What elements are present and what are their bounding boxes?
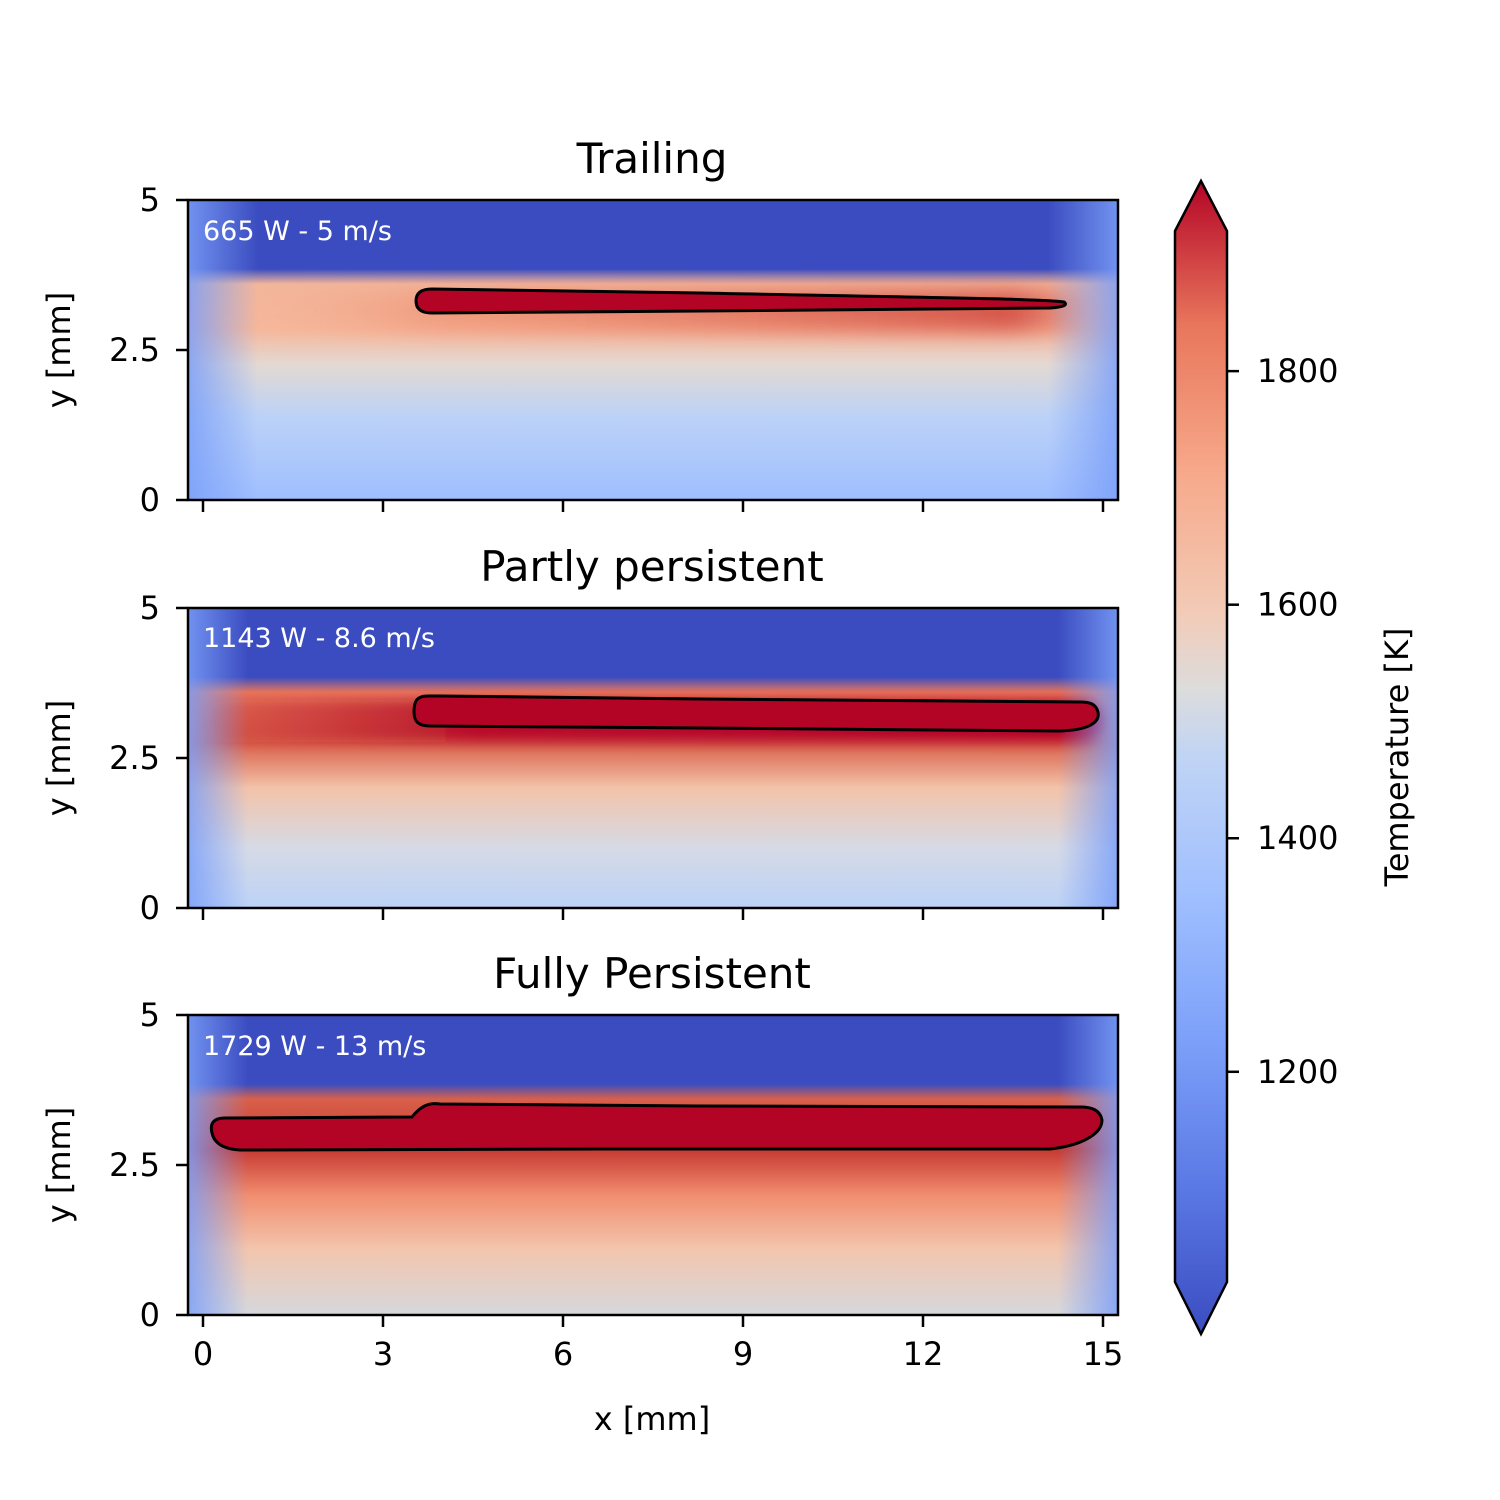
panel-title: Partly persistent xyxy=(480,542,823,591)
colorbar-tick-label: 1200 xyxy=(1257,1053,1338,1091)
colorbar-ticks: 1200 1400 1600 1800 xyxy=(1227,352,1338,1091)
colorbar-bar xyxy=(1173,178,1229,1337)
x-axis: 0 3 6 9 12 15 xyxy=(193,1315,1124,1373)
colorbar-label: Temperature [K] xyxy=(1378,628,1416,888)
y-tick-label: 5 xyxy=(140,181,160,219)
melt-pool-contour xyxy=(414,287,1067,315)
y-axis: 02.55 xyxy=(109,181,188,519)
panel-fully-persistent: Fully Persistent 1729 W - 13 m/s 02.55 0… xyxy=(40,949,1123,1373)
y-tick-label: 0 xyxy=(140,889,160,927)
melt-pool-contour xyxy=(412,694,1100,733)
x-tick-label: 6 xyxy=(553,1335,573,1373)
temperature-field xyxy=(188,1015,1118,1315)
y-axis: 02.55 xyxy=(109,589,188,927)
x-tick-label: 3 xyxy=(373,1335,393,1373)
y-tick-label: 2.5 xyxy=(109,739,160,777)
y-tick-label: 2.5 xyxy=(109,1146,160,1184)
colorbar: 1200 1400 1600 1800 Temperature [K] xyxy=(1173,178,1416,1337)
y-tick-label: 0 xyxy=(140,481,160,519)
y-tick-label: 2.5 xyxy=(109,331,160,369)
x-axis xyxy=(201,908,1105,920)
x-tick-label: 9 xyxy=(733,1335,753,1373)
y-tick-label: 5 xyxy=(140,589,160,627)
x-axis-label: x [mm] xyxy=(594,1400,710,1438)
panel-partly-persistent: Partly persistent 1143 W - 8.6 m/s 02.55… xyxy=(40,542,1120,927)
x-axis xyxy=(201,500,1105,512)
y-axis-label: y [mm] xyxy=(40,1107,78,1223)
x-tick-label: 0 xyxy=(193,1335,213,1373)
panel-annotation: 665 W - 5 m/s xyxy=(203,216,392,247)
colorbar-tick-label: 1400 xyxy=(1257,819,1338,857)
temperature-field xyxy=(188,608,1118,908)
y-axis: 02.55 xyxy=(109,996,188,1334)
panel-title: Trailing xyxy=(576,134,728,183)
y-tick-label: 5 xyxy=(140,996,160,1034)
y-tick-label: 0 xyxy=(140,1296,160,1334)
colorbar-tick-label: 1800 xyxy=(1257,352,1338,390)
colorbar-tick-label: 1600 xyxy=(1257,586,1338,624)
panel-annotation: 1143 W - 8.6 m/s xyxy=(203,623,435,654)
panel-title: Fully Persistent xyxy=(493,949,811,998)
y-axis-label: y [mm] xyxy=(40,700,78,816)
panel-trailing: Trailing 665 W - 5 m/s 02.55 y [mm] xyxy=(40,134,1120,519)
melt-pool-contour xyxy=(209,1102,1104,1152)
panel-annotation: 1729 W - 13 m/s xyxy=(203,1031,426,1062)
x-tick-label: 15 xyxy=(1083,1335,1124,1373)
x-tick-label: 12 xyxy=(903,1335,944,1373)
temperature-field xyxy=(188,200,1118,500)
y-axis-label: y [mm] xyxy=(40,292,78,408)
